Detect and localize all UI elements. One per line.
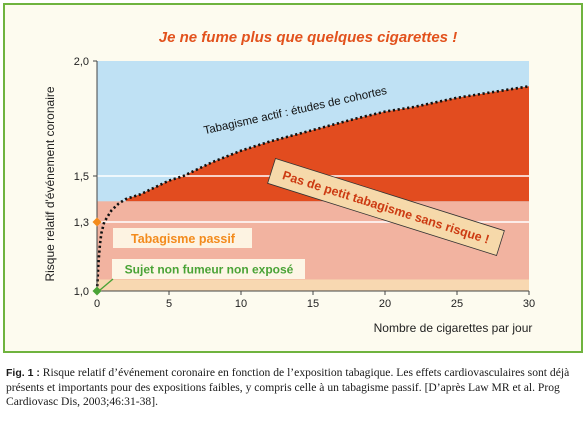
x-tick-label: 20 <box>379 298 391 310</box>
x-tick-label: 0 <box>94 298 100 310</box>
y-tick-label: 1,5 <box>74 171 89 183</box>
nonsmoker-pointer <box>99 278 114 291</box>
data-point-marker <box>92 286 102 296</box>
figure-caption: Fig. 1 : Risque relatif d’événement coro… <box>6 366 582 410</box>
y-tick-label: 1,0 <box>74 286 89 298</box>
band-nonsmoker <box>97 279 529 291</box>
active-smoking-area <box>125 86 530 202</box>
nonsmoker-text: Sujet non fumeur non exposé <box>125 263 294 277</box>
warning-banner-box <box>267 158 505 256</box>
data-point-marker <box>92 217 102 227</box>
x-tick-label: 5 <box>166 298 172 310</box>
caption-label: Fig. 1 : <box>6 367 40 379</box>
y-ticks: 1,0 1,3 1,5 2,0 <box>74 56 97 298</box>
chart-title: Je ne fume plus que quelques cigarettes … <box>159 29 457 46</box>
y-axis-label: Risque relatif d'événement coronaire <box>43 86 57 281</box>
passive-smoking-label: Tabagisme passif <box>113 228 252 248</box>
x-axis-label: Nombre de cigarettes par jour <box>374 321 533 335</box>
x-tick-label: 25 <box>451 298 463 310</box>
x-tick-label: 15 <box>307 298 319 310</box>
chart: Je ne fume plus que quelques cigarettes … <box>43 29 535 335</box>
nonsmoker-label: Sujet non fumeur non exposé <box>99 259 305 291</box>
x-tick-label: 30 <box>523 298 535 310</box>
y-tick-label: 2,0 <box>74 56 89 68</box>
passive-smoking-text: Tabagisme passif <box>131 232 236 246</box>
x-ticks: 0 5 10 15 20 25 30 <box>94 291 535 310</box>
series-line-active-smoking <box>95 85 530 292</box>
x-tick-label: 10 <box>235 298 247 310</box>
y-tick-label: 1,3 <box>74 217 89 229</box>
caption-text: Risque relatif d’événement coronaire en … <box>6 366 570 408</box>
